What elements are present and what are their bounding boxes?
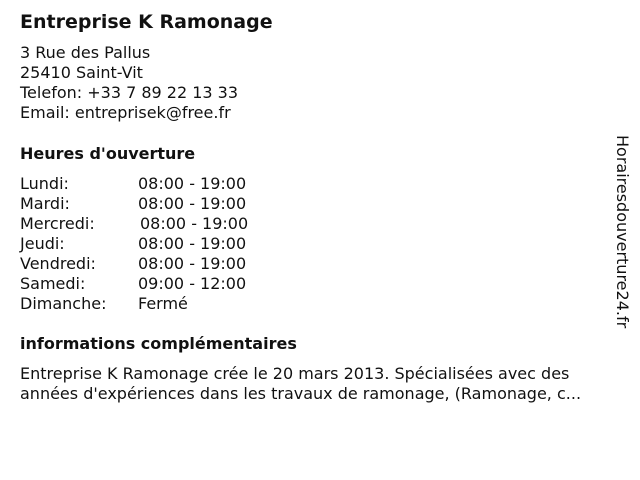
time: 08:00 - 19:00 <box>138 254 247 273</box>
watermark: Horairesdouverture24.fr <box>613 135 632 329</box>
time: 08:00 - 19:00 <box>138 234 247 253</box>
time: 08:00 - 19:00 <box>138 174 247 193</box>
hours-row: Mercredi: 08:00 - 19:00 <box>20 214 248 234</box>
day: Vendredi: <box>20 254 96 273</box>
info-heading: informations complémentaires <box>20 334 297 353</box>
hours-row: Mardi: 08:00 - 19:00 <box>20 194 246 214</box>
time: 09:00 - 12:00 <box>138 274 247 293</box>
time: 08:00 - 19:00 <box>138 194 247 213</box>
hours-row: Samedi: 09:00 - 12:00 <box>20 274 246 294</box>
day: Samedi: <box>20 274 86 293</box>
info-text: Entreprise K Ramonage crée le 20 mars 20… <box>20 364 635 404</box>
time: Fermé <box>138 294 188 313</box>
info-line: Entreprise K Ramonage crée le 20 mars 20… <box>20 364 570 383</box>
day: Jeudi: <box>20 234 65 253</box>
hours-row: Dimanche: Fermé <box>20 294 188 314</box>
info-line: années d'expériences dans les travaux de… <box>20 384 582 403</box>
hours-heading: Heures d'ouverture <box>20 144 196 163</box>
day: Lundi: <box>20 174 69 193</box>
hours-row: Jeudi: 08:00 - 19:00 <box>20 234 246 254</box>
hours-table: Lundi: 08:00 - 19:00 Mardi: 08:00 - 19:00 … <box>20 174 248 314</box>
address-street: 3 Rue des Pallus <box>20 43 151 62</box>
hours-row: Vendredi: 08:00 - 19:00 <box>20 254 246 274</box>
email: Email: entreprisek@free.fr <box>20 103 231 122</box>
time: 08:00 - 19:00 <box>140 214 249 233</box>
phone: Telefon: +33 7 89 22 13 33 <box>20 83 239 102</box>
day: Mercredi: <box>20 214 95 233</box>
contact-block: 3 Rue des Pallus 25410 Saint-Vit Telefon… <box>20 43 238 123</box>
company-name: Entreprise K Ramonage <box>20 11 273 33</box>
hours-row: Lundi: 08:00 - 19:00 <box>20 174 246 194</box>
address-city: 25410 Saint-Vit <box>20 63 143 82</box>
day: Dimanche: <box>20 294 107 313</box>
day: Mardi: <box>20 194 70 213</box>
